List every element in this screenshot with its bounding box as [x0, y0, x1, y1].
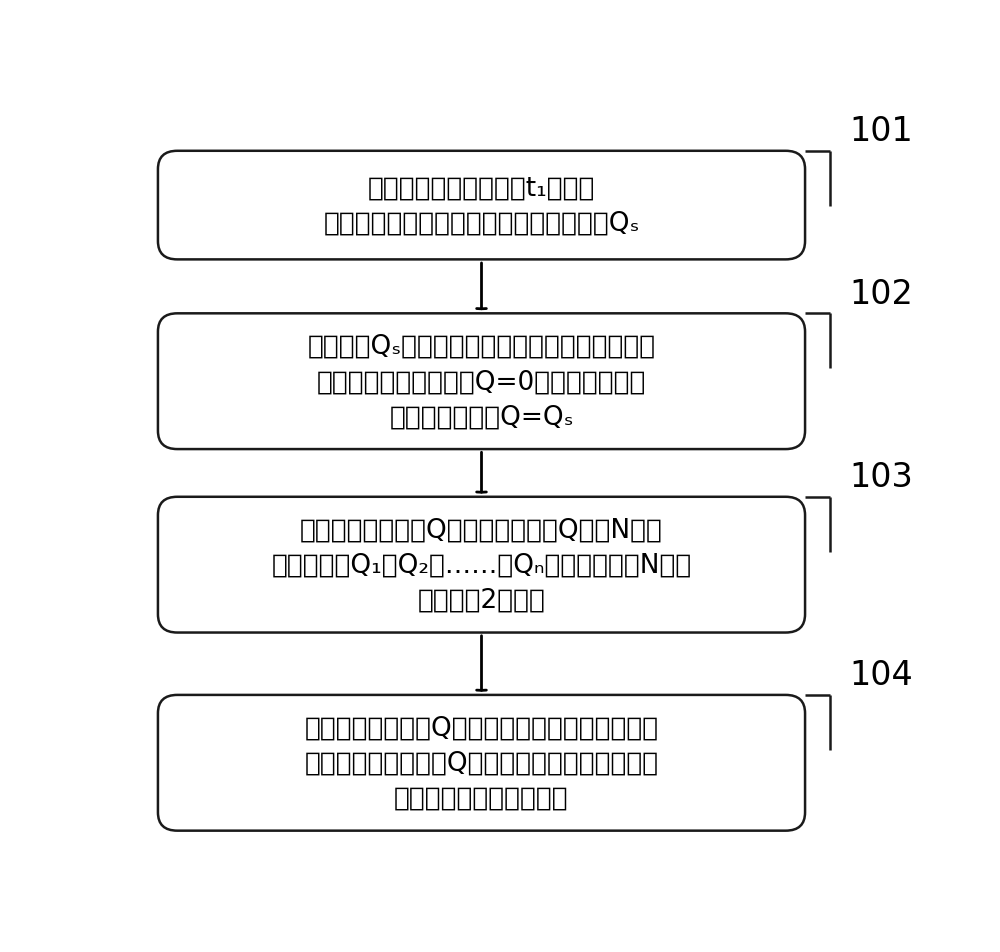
Text: 每隔初始采样时间间隔t₁对计量: 每隔初始采样时间间隔t₁对计量: [368, 175, 595, 201]
Text: 102: 102: [850, 277, 914, 310]
FancyBboxPatch shape: [158, 497, 805, 633]
Text: 表当前瞬时流量Q=Qₛ: 表当前瞬时流量Q=Qₛ: [389, 404, 574, 430]
Text: 则进行零流量震荡流滤波: 则进行零流量震荡流滤波: [394, 785, 569, 811]
Text: 104: 104: [850, 659, 913, 691]
FancyBboxPatch shape: [158, 695, 805, 831]
Text: 记录当前瞬时流量Q及当前瞬时流量Q之前N次采: 记录当前瞬时流量Q及当前瞬时流量Q之前N次采: [300, 517, 663, 543]
Text: 样所得流量Q₁、Q₂、……、Qₙ的方向，其中N为大: 样所得流量Q₁、Q₂、……、Qₙ的方向，其中N为大: [271, 552, 692, 578]
Text: 表的流量进行一次采集，得到实时的流量Qₛ: 表的流量进行一次采集，得到实时的流量Qₛ: [323, 210, 640, 236]
Text: 计量表的当前瞬时流量Q=0，若否则计量的: 计量表的当前瞬时流量Q=0，若否则计量的: [317, 368, 646, 395]
Text: 于或等于2的整数: 于或等于2的整数: [418, 587, 545, 613]
FancyBboxPatch shape: [158, 314, 805, 449]
Text: 判断当前瞬时流量Q的绝对值是否小于预设流量阈: 判断当前瞬时流量Q的绝对值是否小于预设流量阈: [304, 715, 659, 741]
Text: 103: 103: [850, 461, 913, 493]
Text: 值，若当前瞬时流量Q的绝对值小于预设流量阈值: 值，若当前瞬时流量Q的绝对值小于预设流量阈值: [304, 750, 659, 776]
FancyBboxPatch shape: [158, 151, 805, 260]
Text: 101: 101: [850, 115, 913, 148]
Text: 判断流量Qₛ是否小于计量表的始动流量，若是则: 判断流量Qₛ是否小于计量表的始动流量，若是则: [307, 333, 656, 360]
